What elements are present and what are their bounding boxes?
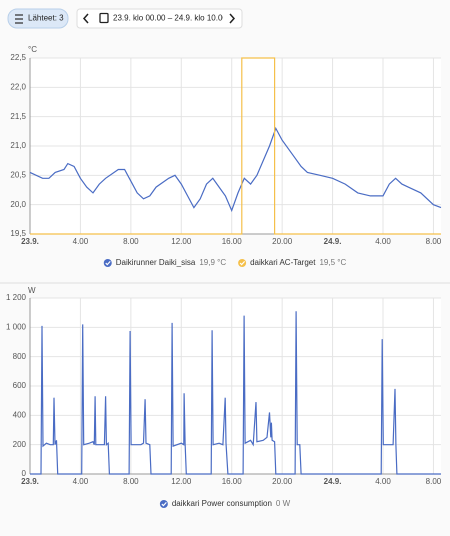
- y-tick-label: 1 000: [6, 322, 27, 331]
- legend-checkbox: [103, 259, 112, 267]
- x-tick-label: 4.00: [73, 477, 89, 486]
- y-tick-label: 600: [13, 381, 27, 390]
- legend-checkbox: [159, 500, 168, 508]
- y-tick-label: 20,0: [10, 200, 26, 209]
- sources-icon: [15, 14, 23, 24]
- x-tick-label: 16.00: [222, 477, 243, 486]
- date-range[interactable]: 23.9. klo 00.00 – 24.9. klo 10.00: [113, 14, 227, 23]
- x-tick-label: 20.00: [272, 477, 293, 486]
- calendar-icon: [99, 12, 109, 24]
- date-picker-bg: [76, 8, 243, 29]
- legend-check: [161, 501, 167, 507]
- prev-button[interactable]: [78, 10, 95, 27]
- legend-item[interactable]: Daikirunner Daiki_sisa 19,9 °C: [103, 258, 227, 267]
- legend-name: daikkari Power consumption: [172, 499, 272, 508]
- series-line: [29, 126, 442, 213]
- legend-state: 19,9 °C: [199, 258, 226, 267]
- legend: Daikirunner Daiki_sisa 19,9 °C daikkari AC…: [103, 258, 346, 267]
- y-tick-label: 21,0: [10, 141, 26, 150]
- x-tick-label: 8.00: [123, 477, 139, 486]
- sources-button[interactable]: Lähteet: 3: [7, 8, 69, 29]
- x-tick-label: 8.00: [123, 237, 139, 246]
- x-tick-label: 8.00: [426, 477, 442, 486]
- legend-item[interactable]: daikkari AC-Target 19,5 °C: [238, 258, 346, 267]
- y-unit: W: [28, 286, 36, 295]
- y-tick-label: 22,0: [10, 82, 26, 91]
- legend-name: Daikirunner Daiki_sisa: [116, 258, 196, 267]
- legend-state: 0 W: [276, 499, 291, 508]
- x-tick-label: 4.00: [375, 237, 391, 246]
- y-unit: °C: [28, 45, 37, 54]
- x-tick-label: 24.9.: [324, 477, 342, 486]
- y-tick-label: 200: [13, 440, 27, 449]
- series-line: [30, 311, 441, 475]
- x-tick-label: 4.00: [375, 477, 391, 486]
- x-tick-label: 24.9.: [324, 237, 342, 246]
- next-icon: [229, 13, 236, 24]
- legend-check: [239, 260, 246, 266]
- y-tick-label: 22,5: [10, 53, 26, 62]
- y-tick-label: 20,5: [10, 170, 26, 179]
- date-picker[interactable]: 23.9. klo 00.00 – 24.9. klo 10.00: [76, 8, 243, 29]
- prev-icon: [82, 13, 89, 24]
- x-tick-label: 23.9.: [21, 477, 39, 486]
- x-tick-label: 4.00: [73, 237, 89, 246]
- y-tick-label: 1 200: [6, 293, 27, 302]
- y-tick-label: 800: [13, 352, 27, 361]
- x-tick-label: 16.00: [222, 237, 243, 246]
- legend: daikkari Power consumption 0 W: [159, 499, 291, 508]
- y-tick-label: 400: [13, 410, 27, 419]
- x-tick-label: 23.9.: [21, 237, 39, 246]
- legend-checkbox: [238, 259, 247, 267]
- x-tick-label: 8.00: [426, 237, 442, 246]
- series-line: [30, 57, 441, 235]
- x-tick-label: 12.00: [171, 477, 192, 486]
- legend-name: daikkari AC-Target: [250, 258, 316, 267]
- next-button[interactable]: [223, 10, 240, 27]
- legend-check: [105, 260, 111, 266]
- legend-state: 19,5 °C: [319, 258, 346, 267]
- y-tick-label: 19,5: [10, 229, 26, 238]
- x-tick-label: 12.00: [171, 237, 192, 246]
- y-tick-label: 0: [22, 469, 27, 478]
- legend-item[interactable]: daikkari Power consumption 0 W: [159, 499, 291, 508]
- x-tick-label: 20.00: [272, 237, 293, 246]
- y-tick-label: 21,5: [10, 112, 26, 121]
- sources-label[interactable]: Lähteet: 3: [28, 14, 64, 23]
